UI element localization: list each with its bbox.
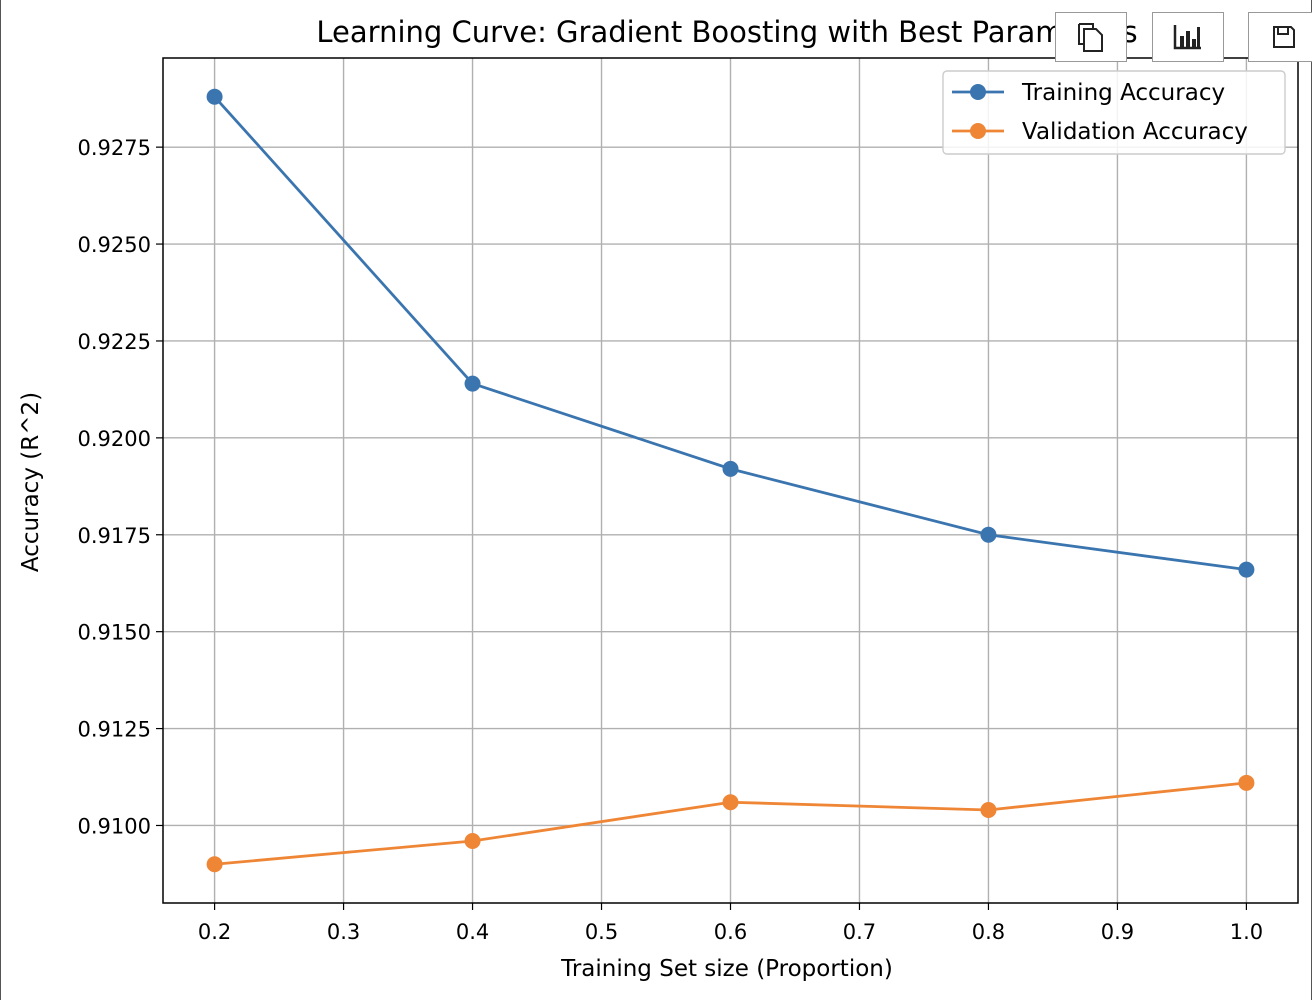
x-axis-label: Training Set size (Proportion) xyxy=(560,956,893,982)
series-training-accuracy xyxy=(206,88,1255,578)
save-icon xyxy=(1273,26,1295,48)
y-axis-ticks: 0.9100 0.9125 0.9150 0.9175 0.9200 0.9225 0.92… xyxy=(78,136,163,838)
x-tick-label: 1.0 xyxy=(1230,920,1263,944)
data-point xyxy=(722,460,739,477)
legend-label: Validation Accuracy xyxy=(1022,119,1248,145)
data-point xyxy=(206,88,223,105)
y-tick-label: 0.9175 xyxy=(78,524,151,548)
x-tick-label: 0.7 xyxy=(843,920,876,944)
bar-chart-icon xyxy=(1173,25,1201,50)
chart-title: Learning Curve: Gradient Boosting with B… xyxy=(316,15,1137,49)
data-point xyxy=(980,801,997,818)
y-tick-label: 0.9225 xyxy=(78,330,151,354)
series-group xyxy=(206,88,1255,873)
legend: Training Accuracy Validation Accuracy xyxy=(942,70,1286,155)
x-tick-label: 0.9 xyxy=(1101,920,1134,944)
save-button[interactable] xyxy=(1248,12,1312,62)
data-point xyxy=(1238,561,1255,578)
chart-button[interactable] xyxy=(1152,12,1224,62)
x-tick-label: 0.2 xyxy=(198,920,231,944)
legend-label: Training Accuracy xyxy=(1021,80,1225,106)
x-tick-label: 0.5 xyxy=(585,920,618,944)
legend-box xyxy=(942,70,1286,155)
data-point xyxy=(1238,774,1255,791)
data-point xyxy=(464,832,481,849)
data-point xyxy=(464,375,481,392)
data-point xyxy=(206,856,223,873)
series-validation-accuracy xyxy=(206,774,1255,873)
copy-button[interactable] xyxy=(1055,12,1127,62)
y-tick-label: 0.9150 xyxy=(78,621,151,645)
y-tick-label: 0.9250 xyxy=(78,233,151,257)
y-tick-label: 0.9275 xyxy=(78,136,151,160)
y-tick-label: 0.9125 xyxy=(78,718,151,742)
legend-marker xyxy=(970,123,986,139)
y-tick-label: 0.9200 xyxy=(78,427,151,451)
x-axis-ticks: 0.2 0.3 0.4 0.5 0.6 0.7 0.8 0.9 1.0 xyxy=(198,903,1263,944)
data-point xyxy=(980,526,997,543)
x-tick-label: 0.4 xyxy=(456,920,489,944)
legend-marker xyxy=(970,84,986,100)
x-tick-label: 0.6 xyxy=(714,920,747,944)
x-tick-label: 0.3 xyxy=(327,920,360,944)
x-tick-label: 0.8 xyxy=(972,920,1005,944)
grid-lines xyxy=(163,58,1298,903)
copy-icon xyxy=(1078,23,1103,52)
y-tick-label: 0.9100 xyxy=(78,814,151,838)
y-axis-label: Accuracy (R^2) xyxy=(18,392,44,572)
data-point xyxy=(722,794,739,811)
